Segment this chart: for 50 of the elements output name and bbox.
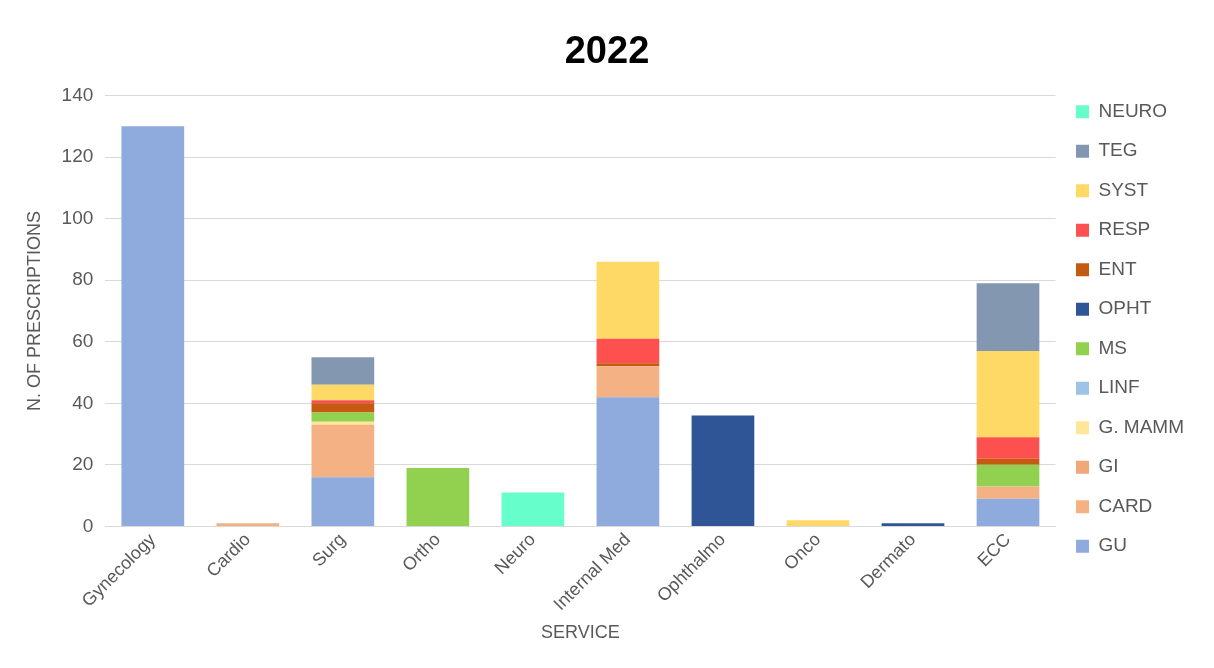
bar: [311, 412, 375, 422]
bar: [691, 415, 755, 526]
bar: [976, 464, 1040, 487]
y-tick-label: 80: [72, 268, 94, 290]
bar: [311, 421, 375, 425]
bar: [881, 523, 945, 526]
y-tick-label: 100: [61, 206, 94, 228]
bar: [311, 477, 375, 526]
y-tick-label: 60: [72, 329, 94, 351]
y-tick-label: 20: [72, 453, 94, 475]
legend-label: OPHT: [1098, 297, 1152, 319]
legend-label: G. MAMM: [1098, 415, 1185, 437]
bar: [976, 283, 1040, 351]
y-axis-title: N. OF PRESCRIPTIONS: [23, 210, 44, 411]
bar: [596, 261, 660, 339]
bar: [976, 458, 1040, 465]
legend-label: GU: [1098, 534, 1128, 556]
legend-label: TEG: [1098, 139, 1138, 161]
legend-label: LINF: [1098, 376, 1140, 398]
y-tick-label: 120: [61, 145, 94, 167]
legend-label: RESP: [1098, 218, 1151, 240]
bar: [311, 424, 375, 478]
bar: [501, 492, 565, 526]
bar: [216, 523, 280, 526]
bar: [311, 400, 375, 404]
bar: [786, 520, 850, 526]
bar: [311, 357, 375, 385]
bar: [406, 467, 470, 526]
bar: [121, 126, 185, 526]
bar: [311, 403, 375, 413]
legend-label: GI: [1098, 455, 1119, 477]
y-tick-label: 0: [82, 514, 94, 536]
legend-label: MS: [1098, 336, 1128, 358]
x-axis-title: SERVICE: [541, 622, 620, 643]
y-tick-label: 40: [72, 391, 94, 413]
y-tick-label: 140: [61, 83, 94, 105]
bar: [976, 486, 1040, 499]
bar: [596, 397, 660, 526]
legend-label: CARD: [1098, 494, 1153, 516]
legend-label: NEURO: [1098, 99, 1168, 121]
chart-title: 2022: [564, 29, 650, 72]
legend-label: ENT: [1098, 257, 1137, 279]
bar: [976, 498, 1040, 526]
bar: [976, 437, 1040, 459]
bar: [311, 384, 375, 401]
legend-label: SYST: [1098, 178, 1149, 200]
bar: [596, 366, 660, 398]
bar: [596, 363, 660, 367]
bar: [976, 350, 1040, 438]
bar: [596, 338, 660, 364]
